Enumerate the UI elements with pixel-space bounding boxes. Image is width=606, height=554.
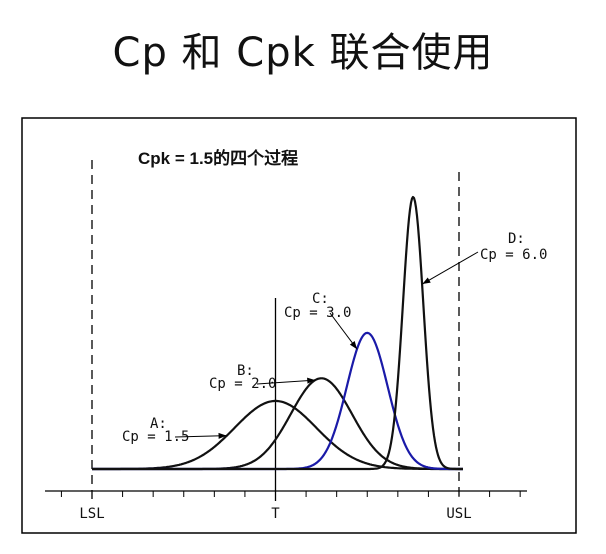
series-label-c: C: (312, 291, 329, 307)
chart-title: Cpk = 1.5的四个过程 (138, 148, 298, 168)
leader-arrowhead (422, 277, 431, 285)
x-tick-label: LSL (79, 506, 104, 522)
leader-line (422, 251, 479, 285)
leader-arrowhead (218, 432, 227, 439)
series-label-b: B: (237, 363, 254, 379)
x-tick-label: T (271, 506, 280, 522)
x-tick-label: USL (446, 506, 471, 522)
leader-arrowhead (349, 341, 358, 350)
series-label-d: D: (508, 231, 525, 247)
chart-frame (21, 117, 577, 534)
curve-d (91, 195, 464, 471)
cp-label-d: Cp = 6.0 (480, 247, 547, 263)
cp-label-a: Cp = 1.5 (122, 429, 189, 445)
leader-line (256, 379, 316, 385)
cp-label-b: Cp = 2.0 (209, 376, 276, 392)
slide-title: Cp 和 Cpk 联合使用 (112, 30, 494, 76)
leader-line (174, 435, 227, 438)
cp-label-c: Cp = 3.0 (284, 305, 351, 321)
series-label-a: A: (150, 416, 167, 432)
leader-arrowhead (307, 377, 316, 384)
